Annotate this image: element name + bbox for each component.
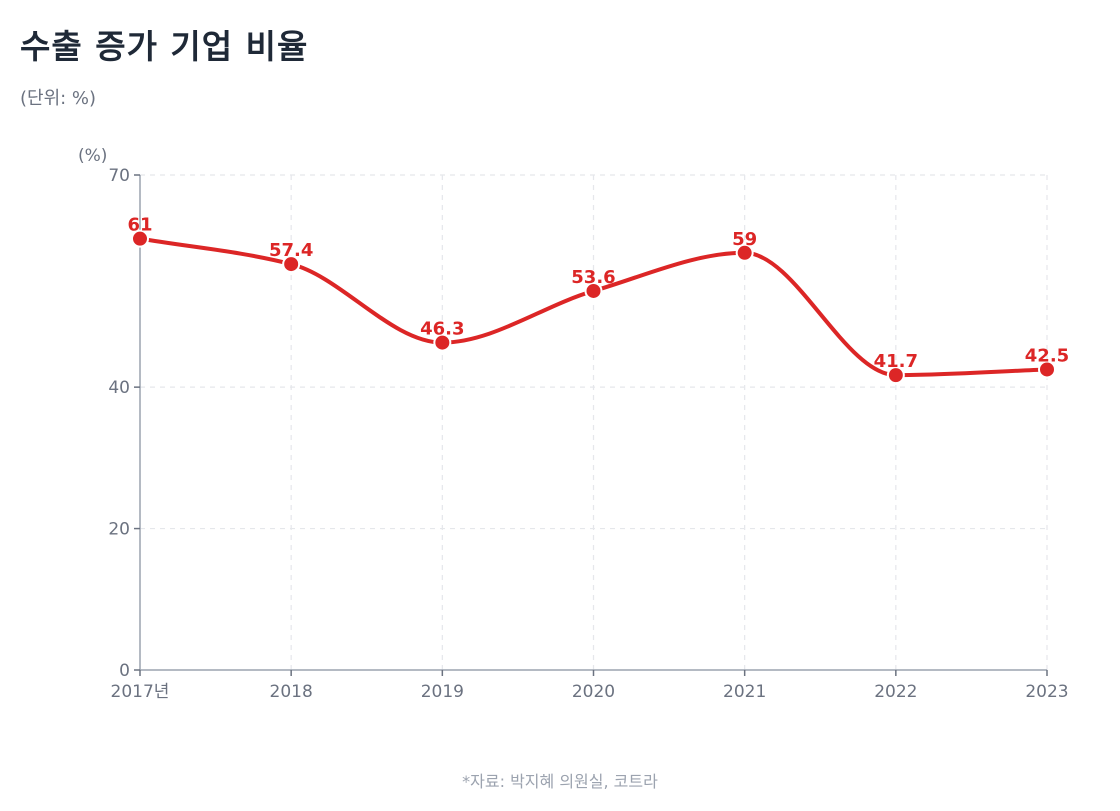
source-note: *자료: 박지혜 의원실, 코트라: [462, 772, 658, 791]
data-value-label: 57.4: [269, 240, 313, 261]
x-tick-label: 2017년: [111, 682, 170, 702]
y-tick-label: 0: [119, 661, 130, 681]
data-value-label: 59: [732, 229, 757, 250]
x-tick-label: 2020: [572, 682, 615, 702]
data-point-marker: [584, 281, 603, 300]
x-tick-label: 2023: [1025, 682, 1068, 702]
data-points: [131, 229, 1056, 385]
data-value-label: 46.3: [420, 319, 464, 340]
chart-title: 수출 증가 기업 비율: [20, 27, 309, 66]
x-tick-label: 2019: [421, 682, 464, 702]
y-axis-unit: (%): [78, 146, 107, 166]
y-tick-label: 70: [108, 166, 130, 186]
data-point-marker: [433, 333, 452, 352]
x-tick-label: 2021: [723, 682, 766, 702]
data-value-label: 61: [127, 215, 152, 236]
data-point-marker: [886, 366, 905, 385]
x-tick-label: 2022: [874, 682, 917, 702]
y-tick-label: 20: [108, 520, 130, 540]
data-value-label: 42.5: [1025, 345, 1069, 366]
x-tick-label: 2018: [270, 682, 313, 702]
data-point-marker: [1038, 360, 1056, 379]
data-point-marker: [282, 255, 301, 274]
data-value-label: 53.6: [571, 267, 615, 288]
data-value-label: 41.7: [874, 351, 918, 372]
unit-subtitle: (단위: %): [20, 88, 97, 109]
y-tick-label: 40: [108, 378, 130, 398]
data-labels: 61 57.4 46.3 53.6 59 41.7 42.5: [127, 215, 1069, 372]
x-axis-ticks: 2017년 2018 2019 2020 2021 2022 2023: [111, 670, 1069, 702]
data-point-marker: [131, 229, 149, 248]
data-point-marker: [735, 243, 754, 262]
y-axis-ticks: 0 20 40 70: [108, 166, 140, 681]
